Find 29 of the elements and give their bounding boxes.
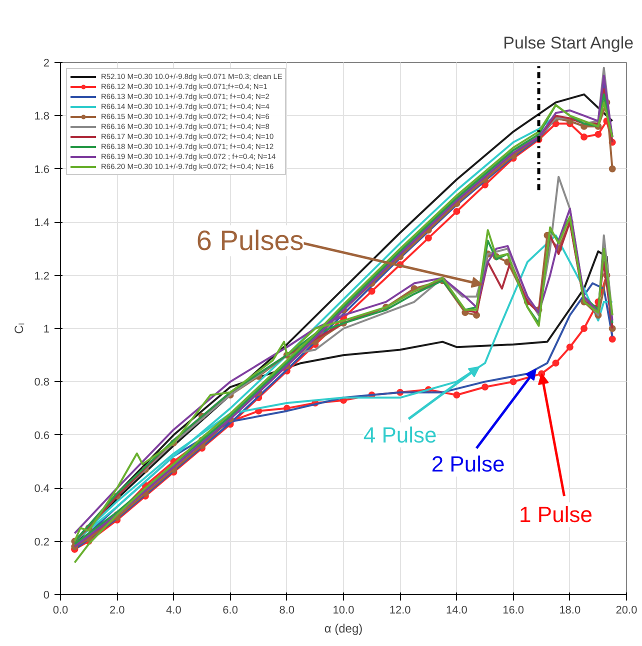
y-tick-label: 1.8: [34, 110, 50, 123]
annotation: 1 Pulse: [519, 502, 592, 528]
annotation: 6 Pulses: [196, 225, 304, 256]
ref-line-label: Pulse Start Angle: [503, 34, 634, 52]
x-tick-label: 16.0: [502, 604, 524, 616]
x-tick-label: 10.0: [332, 604, 354, 616]
annotation: 4 Pulse: [363, 422, 437, 448]
x-tick-label: 6.0: [222, 604, 238, 616]
x-tick-label: 8.0: [279, 604, 295, 616]
y-tick-label: 1.4: [34, 217, 50, 230]
y-tick-label: 1.6: [34, 164, 50, 176]
y-tick-label: 0.4: [34, 483, 50, 496]
x-tick-label: 12.0: [389, 604, 411, 616]
x-axis-title: α (deg): [324, 622, 363, 636]
y-tick-label: 2: [43, 58, 50, 70]
x-tick-label: 2.0: [109, 604, 125, 616]
y-tick-label: 0: [43, 590, 50, 602]
y-tick-label: 0.2: [34, 536, 50, 548]
y-tick-label: 0.8: [34, 376, 50, 389]
x-tick-label: 0.0: [52, 604, 68, 616]
y-tick-label: 1.2: [34, 270, 50, 282]
y-axis-title: Cₗ: [12, 323, 26, 334]
y-tick-label: 1: [43, 324, 50, 336]
x-tick-label: 18.0: [559, 604, 581, 616]
x-tick-label: 14.0: [446, 604, 468, 616]
x-tick-label: 4.0: [166, 604, 182, 616]
x-tick-label: 20.0: [616, 604, 638, 616]
y-tick-label: 0.6: [34, 430, 50, 442]
annotation: 2 Pulse: [431, 452, 505, 477]
